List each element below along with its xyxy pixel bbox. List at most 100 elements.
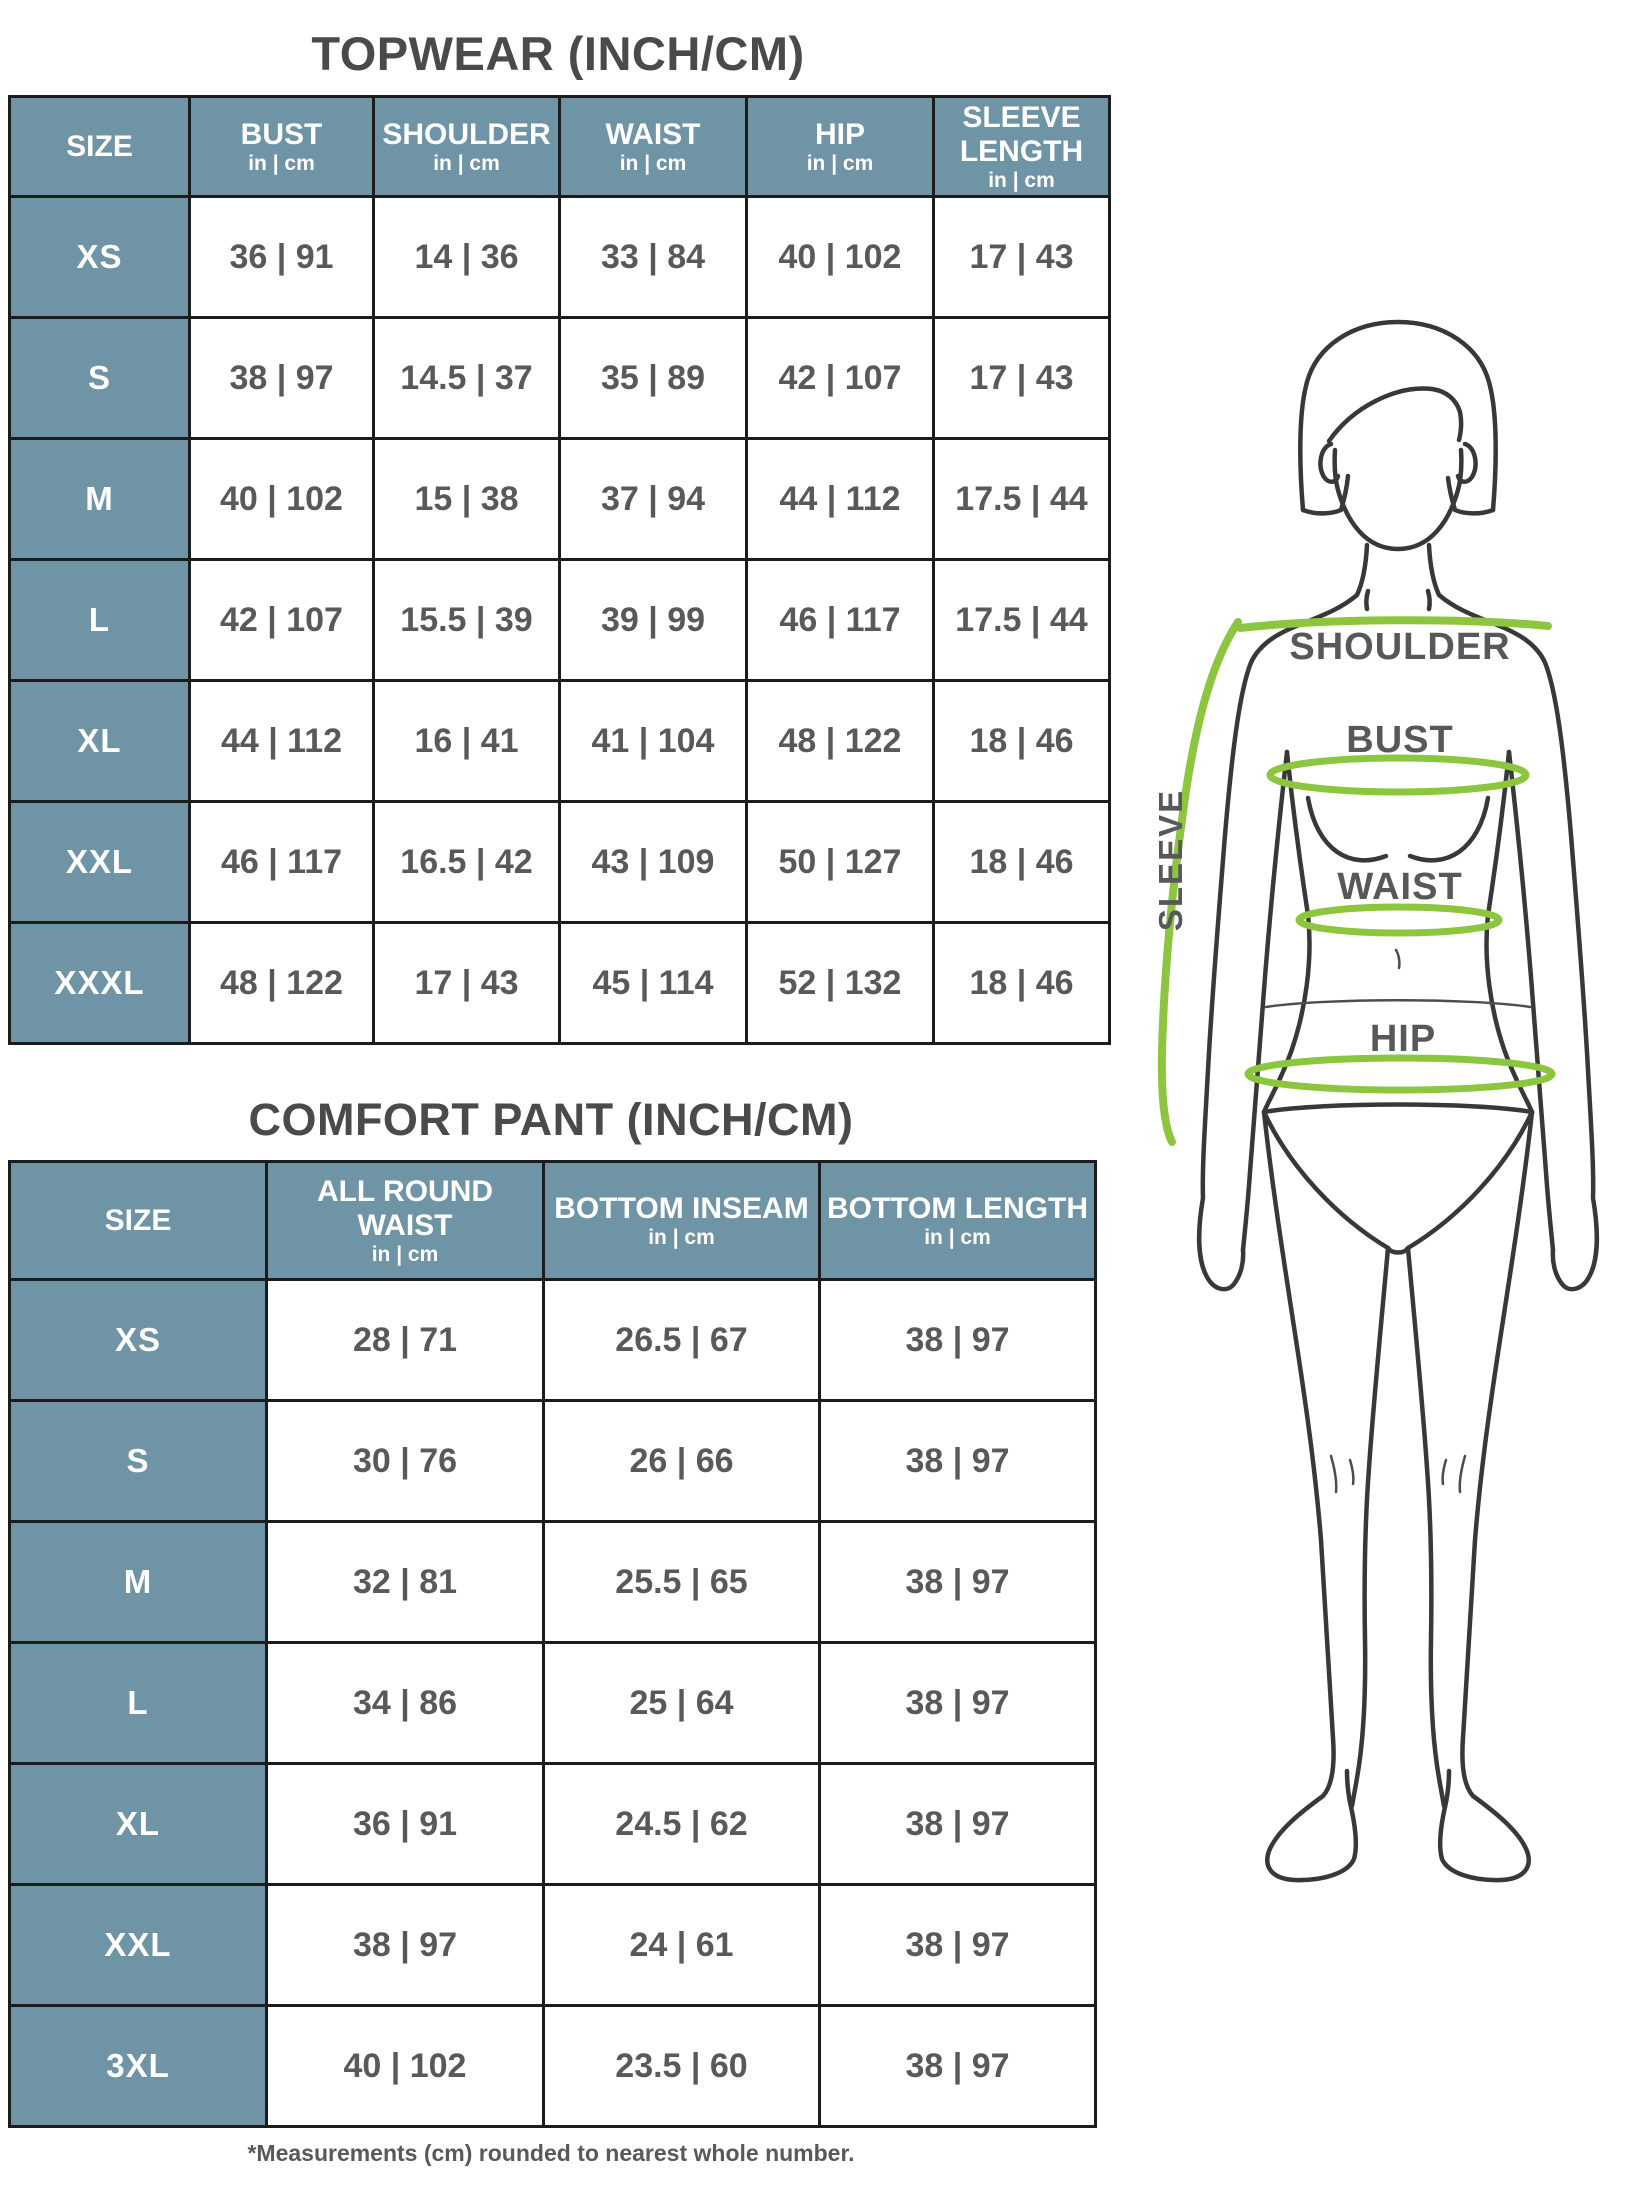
measurement-value: 39 | 99 bbox=[558, 558, 748, 682]
pant-col-bottom-inseam: BOTTOM INSEAM in | cm bbox=[542, 1160, 821, 1281]
measurement-value: 17.5 | 44 bbox=[932, 437, 1111, 561]
measurement-value: 23.5 | 60 bbox=[542, 2004, 821, 2128]
measurement-value: 44 | 112 bbox=[188, 679, 375, 803]
left-leg-outer bbox=[1261, 1109, 1359, 1883]
table-row: 3XL 40 | 102 23.5 | 60 38 | 97 bbox=[8, 2004, 1097, 2128]
measurement-value: 36 | 91 bbox=[188, 195, 375, 319]
measurement-value: 18 | 46 bbox=[932, 800, 1111, 924]
measurement-value: 16.5 | 42 bbox=[372, 800, 561, 924]
table-row: XL 44 | 112 16 | 41 41 | 104 48 | 122 18 | 46 bbox=[8, 679, 1111, 803]
shoulder-measure-line bbox=[1236, 616, 1552, 632]
measurement-value: 38 | 97 bbox=[818, 1641, 1097, 1765]
measurement-value: 37 | 94 bbox=[558, 437, 748, 561]
size-label: XXL bbox=[8, 800, 191, 924]
measurement-value: 38 | 97 bbox=[818, 1520, 1097, 1644]
topwear-size-table: SIZE BUST in | cm SHOULDER in | cm WAIST in | … bbox=[8, 95, 1111, 1045]
measurement-value: 38 | 97 bbox=[818, 1883, 1097, 2007]
shoulder-label: SHOULDER bbox=[1289, 626, 1510, 668]
measurement-annotations bbox=[1157, 616, 1556, 1146]
measurement-value: 52 | 132 bbox=[745, 921, 935, 1045]
right-leg-outer bbox=[1437, 1109, 1535, 1883]
measurement-value: 38 | 97 bbox=[265, 1883, 545, 2007]
face-outline bbox=[1332, 447, 1464, 552]
measurement-value: 38 | 97 bbox=[188, 316, 375, 440]
comfort-pant-size-table: SIZE ALL ROUND WAIST in | cm BOTTOM INSEAM i… bbox=[8, 1160, 1097, 2128]
comfort-pant-title: COMFORT PANT (INCH/CM) bbox=[248, 1094, 854, 1145]
measurement-value: 24.5 | 62 bbox=[542, 1762, 821, 1886]
pant-header-row: SIZE ALL ROUND WAIST in | cm BOTTOM INSEAM i… bbox=[8, 1160, 1097, 1281]
size-label: XS bbox=[8, 1278, 268, 1402]
briefs-bottom bbox=[1385, 1245, 1411, 1255]
table-row: M 32 | 81 25.5 | 65 38 | 97 bbox=[8, 1520, 1097, 1644]
size-label: XL bbox=[8, 679, 191, 803]
measurement-value: 45 | 114 bbox=[558, 921, 748, 1045]
body-outline-illustration bbox=[1196, 319, 1600, 1883]
measurement-value: 48 | 122 bbox=[188, 921, 375, 1045]
measurement-value: 26.5 | 67 bbox=[542, 1278, 821, 1402]
waist-measure-ellipse bbox=[1295, 903, 1503, 937]
measurement-value: 14 | 36 bbox=[372, 195, 561, 319]
measurement-value: 33 | 84 bbox=[558, 195, 748, 319]
measurement-value: 16 | 41 bbox=[372, 679, 561, 803]
low-waist-line bbox=[1264, 999, 1532, 1009]
table-row: XXL 38 | 97 24 | 61 38 | 97 bbox=[8, 1883, 1097, 2007]
table-row: M 40 | 102 15 | 38 37 | 94 44 | 112 17.5 | 44 bbox=[8, 437, 1111, 561]
torso-right bbox=[1484, 749, 1535, 1115]
measurement-value: 17 | 43 bbox=[932, 195, 1111, 319]
table-row: XXL 46 | 117 16.5 | 42 43 | 109 50 | 127 18 |… bbox=[8, 800, 1111, 924]
size-label: XXL bbox=[8, 1883, 268, 2007]
size-label: M bbox=[8, 437, 191, 561]
bust-curve-right bbox=[1407, 795, 1491, 863]
topwear-col-waist: WAIST in | cm bbox=[558, 95, 748, 198]
left-knee-mark bbox=[1329, 1454, 1355, 1494]
measurement-value: 42 | 107 bbox=[188, 558, 375, 682]
measurement-value: 38 | 97 bbox=[818, 1399, 1097, 1523]
measurement-value: 18 | 46 bbox=[932, 921, 1111, 1045]
left-arm-outer bbox=[1196, 665, 1252, 1292]
measurement-value: 25 | 64 bbox=[542, 1641, 821, 1765]
size-label: XS bbox=[8, 195, 191, 319]
size-label: M bbox=[8, 1520, 268, 1644]
bust-label: BUST bbox=[1346, 719, 1453, 761]
briefs-left bbox=[1261, 1109, 1391, 1251]
topwear-col-bust: BUST in | cm bbox=[188, 95, 375, 198]
measurement-value: 17.5 | 44 bbox=[932, 558, 1111, 682]
briefs-top bbox=[1261, 1102, 1535, 1115]
measurements-footnote: *Measurements (cm) rounded to nearest wh… bbox=[247, 2140, 855, 2166]
size-label: L bbox=[8, 1641, 268, 1765]
measurement-value: 50 | 127 bbox=[745, 800, 935, 924]
size-label: XXXL bbox=[8, 921, 191, 1045]
left-leg-inner bbox=[1349, 1245, 1391, 1809]
sleeve-label: SLEEVE bbox=[1152, 789, 1189, 931]
size-label: L bbox=[8, 558, 191, 682]
body-measurement-figure: SHOULDER BUST WAIST HIP SLEEVE bbox=[1152, 319, 1600, 1883]
bust-curve-left bbox=[1305, 795, 1389, 863]
topwear-col-sleeve-length: SLEEVE LENGTH in | cm bbox=[932, 95, 1111, 198]
hair-right-tip bbox=[1445, 475, 1496, 516]
right-arm-outer bbox=[1544, 665, 1600, 1292]
measurement-value: 48 | 122 bbox=[745, 679, 935, 803]
measurement-value: 46 | 117 bbox=[188, 800, 375, 924]
measurement-value: 28 | 71 bbox=[265, 1278, 545, 1402]
measurement-value: 46 | 117 bbox=[745, 558, 935, 682]
table-row: XXXL 48 | 122 17 | 43 45 | 114 52 | 132 18 | … bbox=[8, 921, 1111, 1045]
measurement-value: 35 | 89 bbox=[558, 316, 748, 440]
measurement-value: 38 | 97 bbox=[818, 1762, 1097, 1886]
measurement-value: 40 | 102 bbox=[188, 437, 375, 561]
hair-fringe bbox=[1326, 386, 1464, 444]
right-knee-mark bbox=[1441, 1454, 1467, 1494]
measurement-value: 38 | 97 bbox=[818, 1278, 1097, 1402]
hip-measure-ellipse bbox=[1244, 1054, 1556, 1094]
size-label: XL bbox=[8, 1762, 268, 1886]
navel-mark bbox=[1394, 948, 1401, 970]
measurement-value: 25.5 | 65 bbox=[542, 1520, 821, 1644]
sleeve-measure-line bbox=[1157, 618, 1242, 1146]
pant-col-size: SIZE bbox=[8, 1160, 268, 1281]
table-row: L 42 | 107 15.5 | 39 39 | 99 46 | 117 17.5 | … bbox=[8, 558, 1111, 682]
measurement-value: 17 | 43 bbox=[372, 921, 561, 1045]
measurement-value: 14.5 | 37 bbox=[372, 316, 561, 440]
table-row: S 30 | 76 26 | 66 38 | 97 bbox=[8, 1399, 1097, 1523]
topwear-col-shoulder: SHOULDER in | cm bbox=[372, 95, 561, 198]
size-label: S bbox=[8, 1399, 268, 1523]
measurement-value: 44 | 112 bbox=[745, 437, 935, 561]
